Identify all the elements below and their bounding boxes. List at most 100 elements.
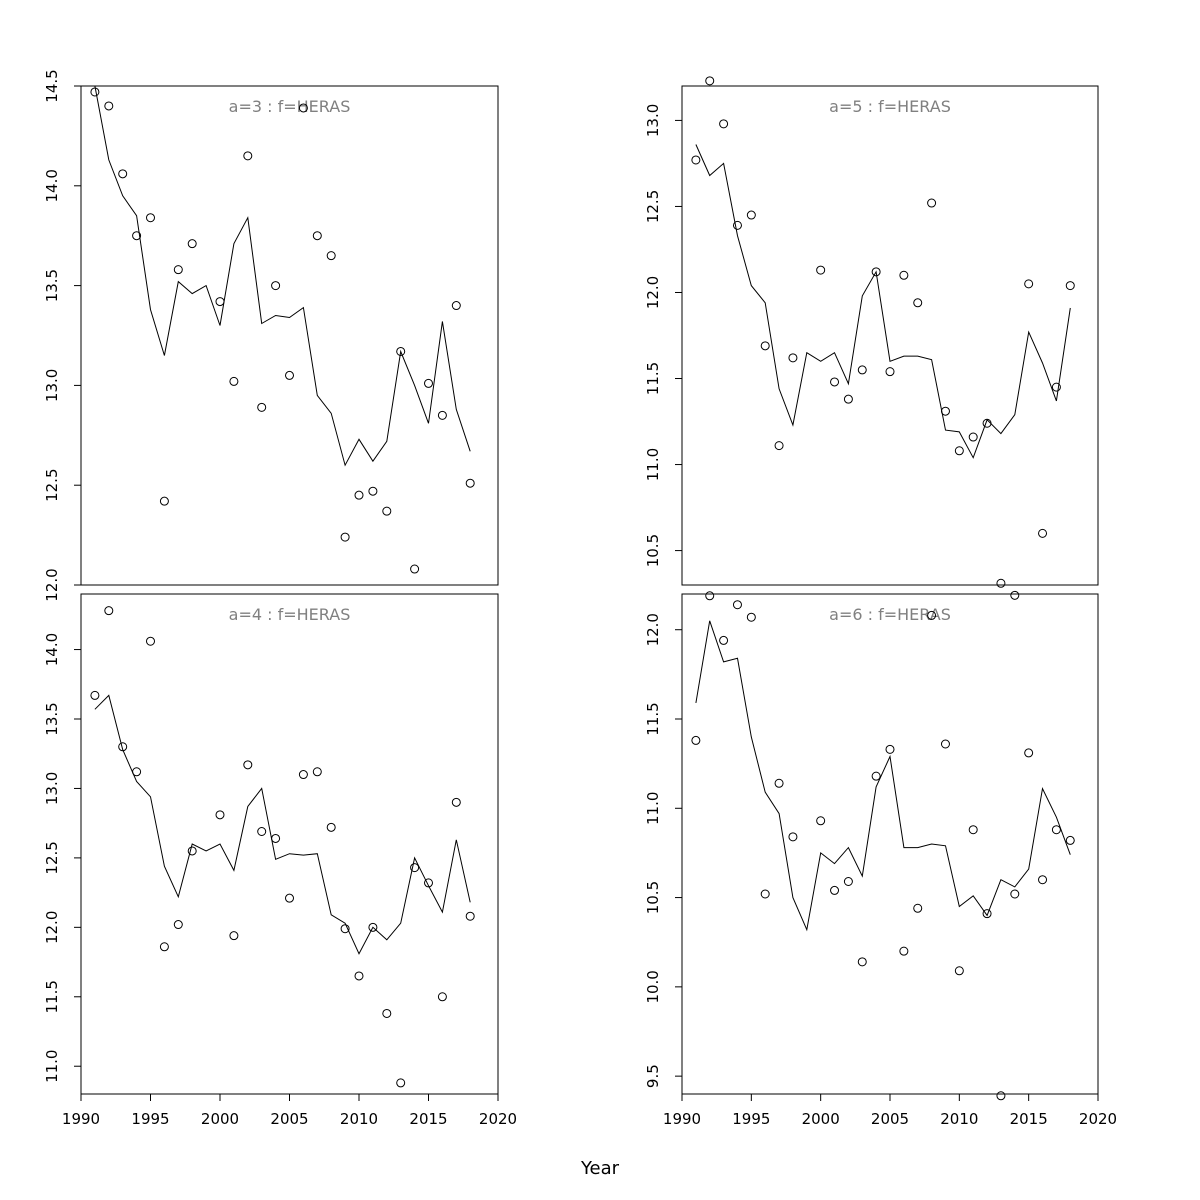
observed-point	[927, 610, 937, 620]
y-tick-label: 12.0	[43, 568, 61, 601]
y-tick-label: 11.5	[43, 980, 61, 1013]
x-tick-label: 2005	[871, 1110, 909, 1128]
panel-title: a=6 : f=HERAS	[829, 605, 951, 624]
observed-point	[437, 992, 447, 1002]
observed-point	[424, 378, 433, 388]
x-tick-label: 2000	[201, 1110, 239, 1128]
x-tick-label: 2005	[270, 1110, 308, 1128]
y-tick-label: 13.0	[43, 369, 61, 402]
y-tick-label: 11.5	[644, 702, 662, 735]
observed-point	[354, 971, 364, 981]
observed-point	[187, 846, 197, 856]
observed-point	[159, 496, 169, 506]
observed-point	[104, 606, 114, 616]
observed-point	[746, 612, 756, 622]
observed-point	[146, 636, 155, 646]
y-tick-label: 12.0	[644, 276, 662, 309]
observed-point	[312, 767, 322, 777]
observed-point	[732, 600, 742, 610]
fitted-line	[695, 144, 1071, 459]
observed-point	[368, 922, 378, 932]
observed-point	[340, 532, 350, 542]
observed-point	[996, 1091, 1006, 1101]
y-tick-label: 11.0	[43, 1050, 61, 1083]
y-tick-label: 12.5	[43, 841, 61, 874]
y-tick-label: 14.0	[43, 633, 61, 666]
observed-point	[243, 151, 253, 161]
observed-point	[885, 367, 895, 377]
observed-point	[1010, 590, 1020, 600]
observed-point	[354, 490, 364, 500]
observed-point	[368, 486, 378, 496]
observed-point	[830, 377, 840, 387]
observed-point	[312, 231, 322, 241]
y-tick-label: 13.5	[43, 702, 61, 735]
observed-point	[271, 833, 281, 843]
observed-point	[340, 924, 350, 934]
observed-point	[229, 376, 239, 386]
observed-point	[215, 810, 225, 820]
observed-point	[410, 863, 420, 873]
observed-point	[90, 87, 100, 97]
observed-point	[285, 370, 294, 380]
x-tick-label: 2015	[409, 1110, 447, 1128]
observed-point	[1051, 825, 1061, 835]
observed-point	[746, 210, 756, 220]
observed-point	[285, 893, 294, 903]
observed-point	[382, 506, 392, 516]
y-tick-label: 10.5	[644, 881, 662, 914]
panel-4: 9.5 10.0 10.5 11.0 11.5 12.0 1990 1995 2000 2005 2…	[644, 591, 1117, 1128]
observed-point	[118, 742, 128, 752]
observed-point	[719, 119, 729, 129]
x-axis-title: Year	[580, 1158, 620, 1179]
observed-point	[1051, 382, 1061, 392]
observed-point	[257, 827, 267, 836]
observed-point	[1024, 279, 1034, 289]
observed-point	[132, 767, 142, 777]
observed-point	[940, 406, 950, 416]
observed-point	[1065, 835, 1075, 845]
observed-point	[173, 265, 183, 275]
observed-point	[899, 946, 909, 956]
observed-point	[451, 797, 461, 807]
x-tick-label: 2020	[1079, 1110, 1117, 1128]
plot-frame	[80, 85, 499, 586]
x-tick-label: 1990	[62, 1110, 100, 1128]
panel-title: a=4 : f=HERAS	[229, 605, 351, 624]
observed-point	[159, 942, 169, 952]
y-tick-label: 12.0	[43, 911, 61, 944]
observed-point	[1065, 281, 1075, 291]
observed-point	[465, 911, 475, 921]
observed-point	[1038, 528, 1048, 538]
x-tick-label: 2010	[940, 1110, 978, 1128]
observed-point	[760, 341, 770, 351]
observed-point	[705, 76, 715, 86]
x-tick-label: 2015	[1010, 1110, 1048, 1128]
observed-point	[927, 198, 937, 208]
observed-point	[982, 909, 992, 919]
observed-point	[90, 690, 100, 700]
observed-point	[788, 353, 798, 363]
observed-point	[843, 877, 853, 886]
y-tick-label: 10.5	[644, 534, 662, 567]
observed-point	[913, 903, 923, 913]
y-tick-label: 14.5	[43, 69, 61, 102]
panel-title: a=5 : f=HERAS	[829, 97, 951, 116]
observed-point	[396, 1078, 406, 1088]
observed-point	[871, 771, 881, 781]
plot-frame	[681, 85, 1099, 586]
observed-point	[215, 297, 225, 307]
observed-point	[857, 957, 867, 967]
observed-point	[913, 298, 923, 308]
observed-point	[424, 878, 433, 888]
y-tick-label: 12.5	[43, 468, 61, 501]
y-tick-label: 13.5	[43, 269, 61, 302]
y-tick-label: 12.5	[644, 190, 662, 223]
y-tick-label: 12.0	[644, 613, 662, 646]
observed-point	[104, 101, 114, 111]
observed-point	[298, 103, 308, 113]
observed-point	[118, 169, 128, 179]
observed-point	[1038, 875, 1048, 885]
observed-point	[132, 231, 142, 241]
observed-point	[885, 744, 895, 754]
